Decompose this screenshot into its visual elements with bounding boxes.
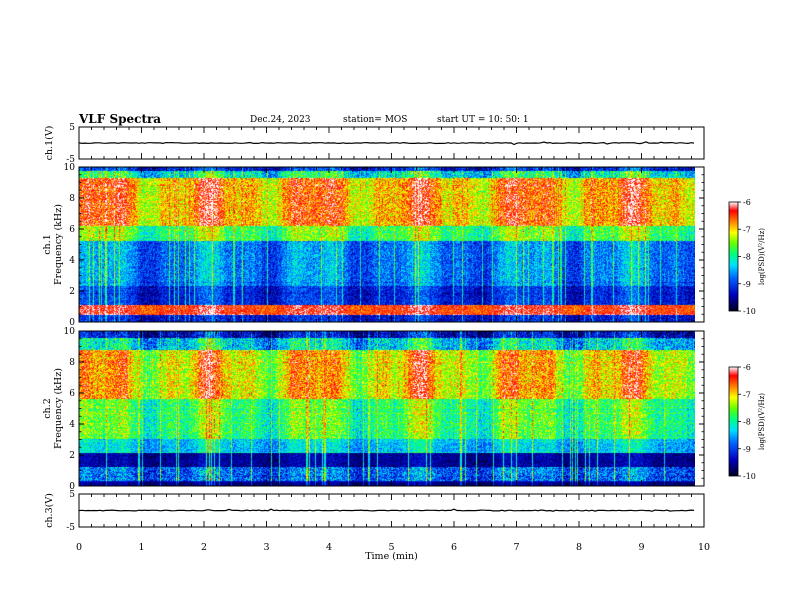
start-time-label: start UT = 10: 50: 1: [437, 115, 529, 125]
x-tick-label: 8: [576, 542, 582, 553]
ch2-spectrogram-colorbar-tick-label: -9: [743, 445, 751, 454]
date-label: Dec.24, 2023: [250, 115, 311, 125]
x-tick-label: 10: [698, 542, 710, 553]
ch1-spectrogram-colorbar-tick-label: -6: [743, 198, 751, 207]
ch1-spectrogram-colorbar-tick-label: -8: [743, 253, 751, 262]
ch2-spectrogram-colorbar: [728, 366, 739, 477]
x-tick-label: 7: [513, 542, 519, 553]
x-tick-label: 2: [201, 542, 207, 553]
ch1-waveform-ytick-label: -5: [66, 155, 75, 165]
ch1-spectrogram-ytick-label: 0: [69, 318, 75, 328]
ch3-waveform-ytick-label: 5: [69, 490, 75, 500]
ch2-spectrogram-ytick-label: 2: [69, 451, 75, 461]
x-tick-label: 1: [138, 542, 144, 553]
ch2-spectrogram-ylabel-frequency: Frequency (kHz): [53, 368, 64, 449]
ch1-spectrogram-ytick-label: 10: [64, 163, 76, 173]
ch2-spectrogram-panel: [78, 330, 741, 487]
ch1-spectrogram-ylabel-channel: ch.1: [42, 234, 53, 255]
x-tick-label: 0: [76, 542, 82, 553]
ch2-spectrogram-ytick-label: 4: [69, 420, 75, 430]
ch1-spectrogram-ylabel-frequency: Frequency (kHz): [53, 204, 64, 285]
x-tick-label: 6: [451, 542, 457, 553]
ch1-spectrogram-colorbar-label: log(PSD)(V²/Hz): [758, 228, 766, 285]
x-tick-label: 9: [638, 542, 644, 553]
ch1-spectrogram-panel: [78, 166, 741, 323]
station-label: station= MOS: [343, 115, 408, 125]
ch2-spectrogram-ytick-label: 0: [69, 482, 75, 492]
ch3-waveform-panel: [78, 493, 705, 528]
x-tick-label: 5: [388, 542, 394, 553]
ch1-spectrogram-ytick-label: 6: [69, 225, 75, 235]
ch2-spectrogram-ytick-label: 6: [69, 389, 75, 399]
ch1-waveform-ylabel: ch.1(V): [44, 126, 55, 161]
ch2-spectrogram-colorbar-tick-label: -6: [743, 363, 751, 372]
ch2-spectrogram-ytick-label: 10: [64, 327, 76, 337]
ch1-spectrogram-ytick-label: 8: [69, 194, 75, 204]
ch3-waveform-ytick-label: -5: [66, 523, 75, 533]
ch1-spectrogram-ytick-label: 4: [69, 256, 75, 266]
ch2-spectrogram-colorbar-tick-label: -7: [743, 390, 751, 399]
ch1-spectrogram-colorbar: [728, 201, 739, 312]
ch3-waveform-trace: [78, 508, 695, 512]
ch2-spectrogram-colorbar-label: log(PSD)(V²/Hz): [758, 393, 766, 450]
ch1-waveform-trace: [78, 141, 695, 146]
ch1-spectrogram-colorbar-tick-label: -9: [743, 280, 751, 289]
x-tick-label: 4: [326, 542, 332, 553]
ch3-waveform-ylabel: ch.3(V): [44, 493, 55, 528]
ch2-spectrogram-image: [79, 331, 695, 486]
ch2-spectrogram-ylabel-channel: ch.2: [42, 398, 53, 419]
ch1-waveform-ytick-label: 5: [69, 123, 75, 133]
ch1-spectrogram-ytick-label: 2: [69, 287, 75, 297]
ch2-spectrogram-colorbar-tick-label: -10: [743, 472, 756, 481]
ch2-spectrogram-ytick-label: 8: [69, 358, 75, 368]
x-tick-label: 3: [263, 542, 269, 553]
ch1-spectrogram-colorbar-tick-label: -10: [743, 307, 756, 316]
figure-title: VLF Spectra: [79, 112, 162, 126]
ch1-spectrogram-image: [79, 167, 695, 322]
ch2-spectrogram-colorbar-tick-label: -8: [743, 418, 751, 427]
ch1-spectrogram-colorbar-tick-label: -7: [743, 225, 751, 234]
ch1-waveform-panel: [78, 126, 705, 160]
x-axis-label: Time (min): [365, 551, 418, 562]
